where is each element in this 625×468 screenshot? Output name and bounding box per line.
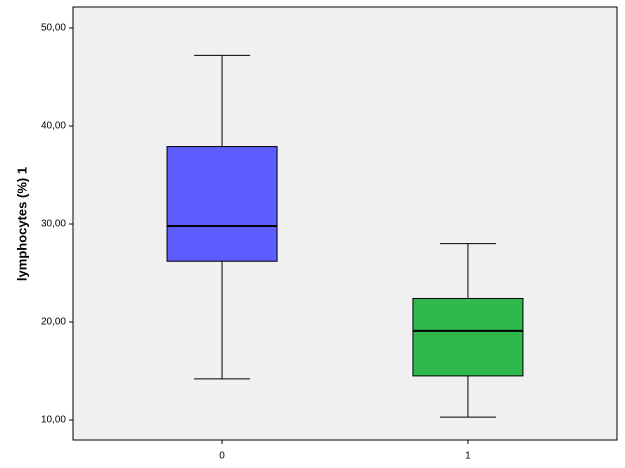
box — [412, 297, 524, 377]
y-tick-label: 40,00 — [41, 121, 66, 132]
y-axis-label: lymphocytes (%) 1 — [14, 167, 29, 281]
x-tick-label: 1 — [465, 451, 471, 462]
y-tick-label: 10,00 — [41, 415, 66, 426]
x-tick-label: 0 — [219, 451, 225, 462]
plot-area — [72, 6, 618, 441]
y-tick-label: 50,00 — [41, 23, 66, 34]
y-tick-label: 30,00 — [41, 219, 66, 230]
box — [166, 146, 278, 262]
y-tick-label: 20,00 — [41, 317, 66, 328]
